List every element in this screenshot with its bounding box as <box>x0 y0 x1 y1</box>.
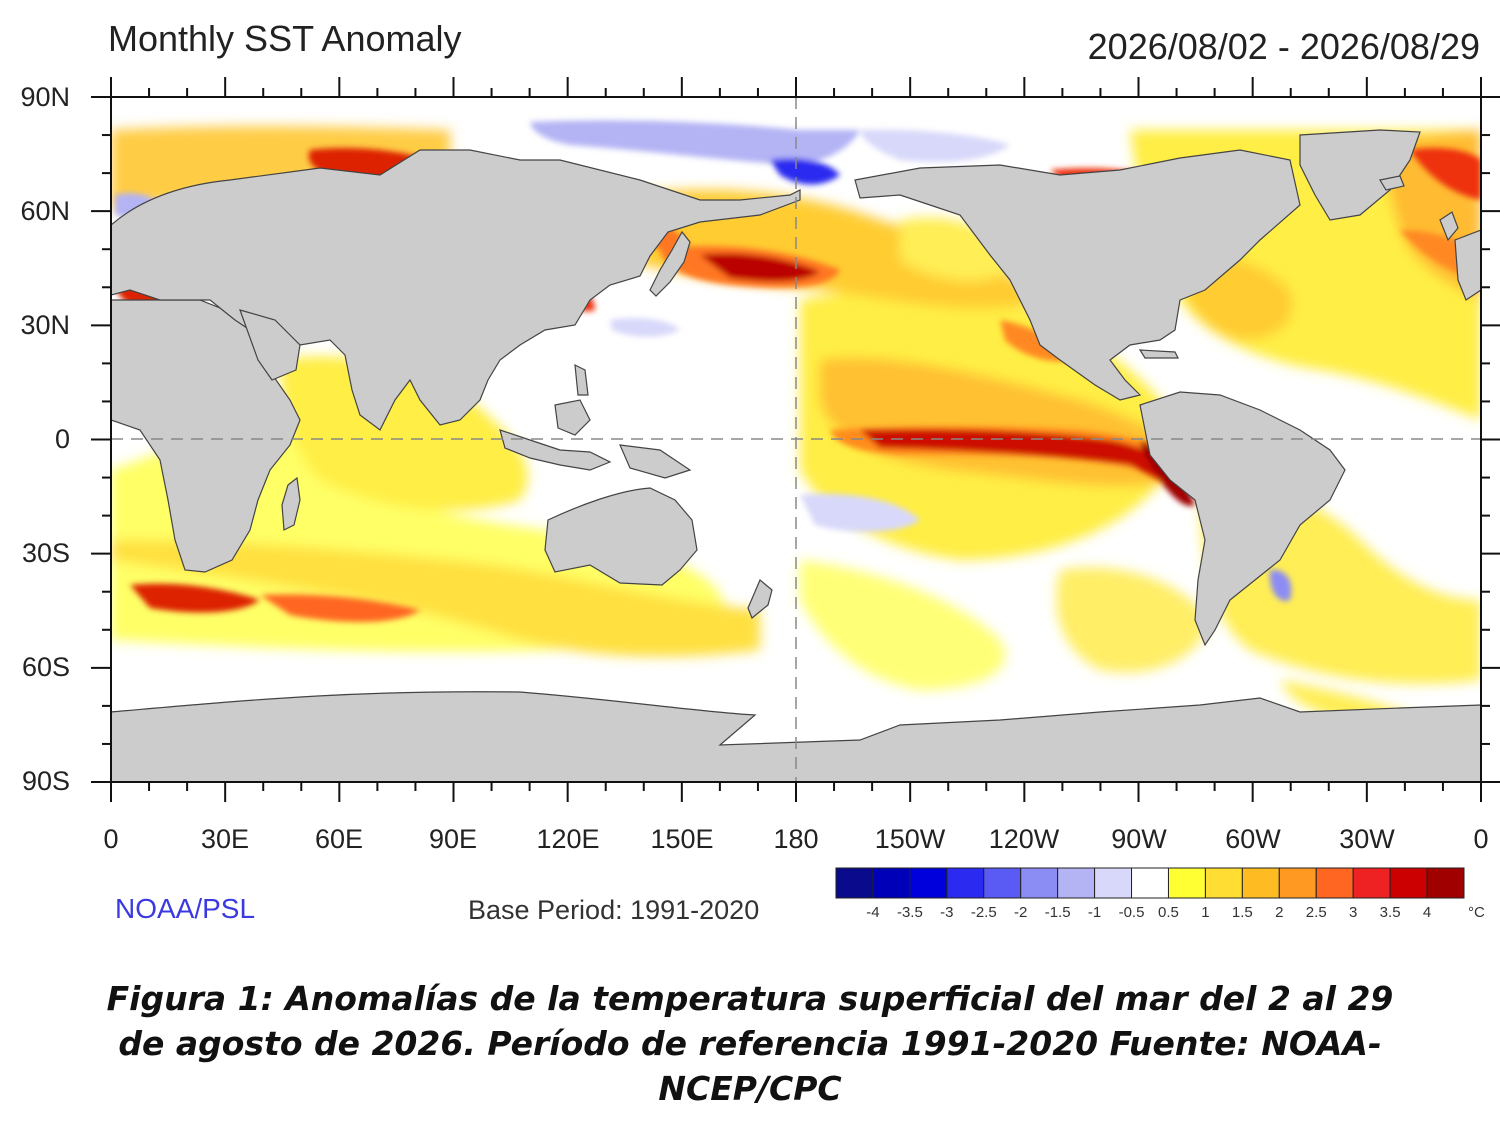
colorbar-tick-label: -3 <box>940 904 954 921</box>
greenland <box>1299 129 1421 221</box>
colorbar-tick-label: 0.5 <box>1158 904 1179 921</box>
colorbar-tick-label: -2.5 <box>970 904 997 921</box>
colorbar-tick-label: -3.5 <box>896 904 923 921</box>
new-zealand <box>747 579 773 619</box>
colorbar-swatch <box>1241 867 1280 899</box>
lon-label: 0 <box>1473 824 1489 854</box>
land-masses <box>111 129 1481 782</box>
japan <box>649 230 691 297</box>
colorbar-tick-label: 1.5 <box>1231 904 1253 921</box>
source-label: NOAA/PSL <box>115 893 256 924</box>
lon-label: 30E <box>200 824 250 854</box>
colorbar-swatch <box>1278 867 1317 899</box>
lat-label: 60N <box>20 196 70 226</box>
borneo <box>554 399 591 436</box>
australia <box>544 487 698 586</box>
colorbar-tick-label: 4 <box>1422 904 1432 921</box>
base-period-label: Base Period: 1991-2020 <box>468 895 760 925</box>
philippines <box>574 363 589 396</box>
lon-label: 150W <box>874 824 946 854</box>
lat-label: 30S <box>21 538 70 568</box>
colorbar-tick-label: -1.5 <box>1044 904 1071 921</box>
colorbar-tick-label: -2 <box>1014 904 1028 921</box>
lat-label: 90S <box>21 766 70 796</box>
south-america <box>1139 391 1346 647</box>
caption-line-2: de agosto de 2026. Período de referencia… <box>118 1024 1382 1063</box>
cuba <box>1138 349 1179 359</box>
colorbar-swatch <box>946 867 985 899</box>
colorbar-swatch <box>1315 867 1354 899</box>
colorbar-swatch <box>1131 867 1169 899</box>
caption-line-1: Figura 1: Anomalías de la temperatura su… <box>106 979 1394 1018</box>
lat-label: 0 <box>54 424 70 454</box>
colorbar-swatch <box>983 867 1022 899</box>
lon-label: 150E <box>650 824 714 854</box>
lon-label: 180 <box>773 824 819 854</box>
lon-label: 90W <box>1111 824 1167 854</box>
british-isles <box>1439 211 1459 242</box>
colorbar <box>835 867 1465 899</box>
lat-label: 60S <box>21 652 70 682</box>
colorbar-tick-label: 3 <box>1349 904 1358 921</box>
figure-caption: Figura 1: Anomalías de la temperatura su… <box>0 976 1500 1111</box>
colorbar-unit: °C <box>1468 904 1485 921</box>
colorbar-swatch <box>1204 867 1243 899</box>
lon-label: 30W <box>1339 824 1395 854</box>
map-title: Monthly SST Anomaly <box>108 18 462 59</box>
antarctica <box>111 691 1481 782</box>
colorbar-tick-label: 2 <box>1275 904 1284 921</box>
colorbar-swatch <box>909 867 948 899</box>
lon-label: 90E <box>428 824 478 854</box>
north-america <box>854 149 1301 401</box>
lon-label: 0 <box>103 824 119 854</box>
colorbar-swatch <box>1389 867 1428 899</box>
indonesia <box>499 429 612 471</box>
colorbar-swatch <box>1057 867 1096 899</box>
colorbar-swatch <box>1426 867 1465 899</box>
colorbar-swatch <box>872 867 911 899</box>
lon-label: 60E <box>314 824 364 854</box>
new-guinea <box>619 444 692 479</box>
iceland <box>1379 175 1405 191</box>
axis-ticks <box>91 77 1500 802</box>
colorbar-tick-label: -4 <box>866 904 880 921</box>
colorbar-swatch <box>1167 867 1206 899</box>
date-range: 2026/08/02 - 2026/08/29 <box>1087 26 1480 67</box>
lon-label: 60W <box>1225 824 1281 854</box>
colorbar-swatch <box>1020 867 1059 899</box>
lon-label: 120W <box>988 824 1060 854</box>
madagascar <box>281 476 301 531</box>
lon-label: 120E <box>536 824 600 854</box>
caption-line-3: NCEP/CPC <box>658 1069 842 1108</box>
colorbar-tick-label: -1 <box>1087 904 1102 921</box>
colorbar-tick-label: 2.5 <box>1305 904 1327 921</box>
colorbar-swatch <box>835 867 874 899</box>
colorbar-tick-label: 3.5 <box>1379 904 1401 921</box>
arabia <box>239 309 301 381</box>
eurasia <box>111 149 801 431</box>
anomaly-field-cool <box>115 120 1292 601</box>
europe-west <box>1454 229 1481 301</box>
colorbar-swatch <box>1094 867 1133 899</box>
lat-label: 30N <box>20 310 70 340</box>
colorbar-swatch <box>1352 867 1391 899</box>
colorbar-tick-label: 1 <box>1201 904 1210 921</box>
colorbar-tick-label: -0.5 <box>1118 904 1145 921</box>
lat-label: 90N <box>20 82 70 112</box>
